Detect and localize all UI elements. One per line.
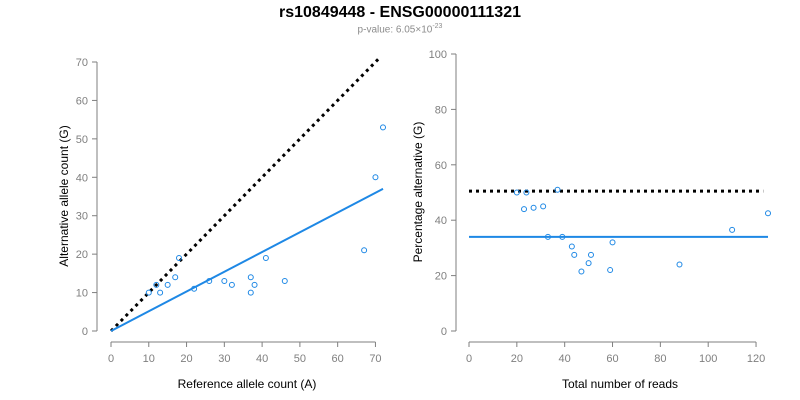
chart-right-point (530, 204, 537, 211)
chart-right-point (765, 210, 771, 217)
chart-right-point (544, 233, 551, 240)
chart-left-point (157, 289, 164, 296)
chart-left-point (262, 254, 269, 261)
chart-right-point (571, 251, 578, 258)
chart-left-point (247, 274, 254, 281)
chart-left-y-tick-label: 40 (76, 172, 88, 184)
chart-right-point (609, 239, 616, 246)
chart-right-point (540, 203, 547, 210)
chart-right-point (559, 233, 566, 240)
chart-right-y-tick-label: 100 (429, 49, 447, 61)
chart-left-y-tick-label: 30 (76, 211, 88, 223)
pvalue-subtitle: p-value: 6.05×10-23 (0, 23, 800, 35)
chart-right-point (521, 206, 528, 213)
chart-left-point (251, 281, 258, 288)
chart-left-y-tick-label: 0 (82, 326, 88, 338)
chart-left-point (164, 281, 171, 288)
pvalue-text: p-value: 6.05×10 (357, 24, 433, 36)
chart-left-point (191, 285, 198, 292)
chart-left-point (206, 278, 213, 285)
chart-left-fit-line (110, 187, 384, 332)
chart-left-point (176, 254, 182, 261)
chart-right-point (607, 267, 614, 274)
chart-right-x-tick-label: 20 (511, 353, 523, 365)
chart-left-point (380, 124, 386, 131)
chart-left-point (172, 274, 179, 281)
chart-left-point (247, 289, 254, 296)
chart-right-x-tick-label: 60 (606, 353, 618, 365)
chart-right-x-axis-title: Total number of reads (562, 377, 678, 391)
chart-left-point (281, 278, 288, 285)
chart-right-x-tick-label: 40 (559, 353, 571, 365)
chart-right-y-tick-label: 80 (435, 104, 447, 116)
chart-left-x-tick-label: 60 (332, 353, 344, 365)
chart-left-x-tick-label: 0 (108, 353, 114, 365)
chart-left-point (228, 281, 235, 288)
chart-right-point (676, 261, 683, 268)
chart-left-reference-line (109, 57, 381, 333)
chart-right-point (568, 243, 575, 250)
chart-left-y-tick-label: 50 (76, 134, 88, 146)
chart-right-y-axis-title: Percentage alternative (G) (411, 122, 425, 263)
chart-left-x-tick-label: 20 (180, 353, 192, 365)
chart-left-y-tick-label: 20 (76, 249, 88, 261)
chart-right-point (513, 189, 520, 196)
chart-right-y-tick-label: 40 (435, 215, 447, 227)
chart-left-point (361, 247, 368, 254)
pvalue-exponent: -23 (432, 23, 443, 30)
chart-right-y-tick-label: 0 (441, 326, 447, 338)
chart-right-point (729, 226, 736, 233)
chart-right-x-tick-label: 100 (699, 353, 717, 365)
chart-right-point (587, 251, 594, 258)
chart-left-x-tick-label: 50 (294, 353, 306, 365)
chart-left-x-tick-label: 10 (143, 353, 155, 365)
chart-left-point (145, 289, 152, 296)
chart-left-y-tick-label: 60 (76, 95, 88, 107)
chart-right-point (523, 189, 530, 196)
chart-right-point (578, 268, 585, 275)
chart-right-point (585, 260, 592, 267)
chart-right-x-tick-label: 0 (466, 353, 472, 365)
chart-right-x-tick-label: 120 (747, 353, 765, 365)
chart-right-y-tick-label: 60 (435, 160, 447, 172)
chart-left-x-tick-label: 40 (256, 353, 268, 365)
chart-left-y-tick-label: 10 (76, 288, 88, 300)
chart-left-y-axis-title: Alternative allele count (G) (57, 125, 71, 266)
page-title: rs10849448 - ENSG00000111321 (279, 4, 521, 21)
chart-left-point (153, 281, 160, 288)
chart-right-x-tick-label: 80 (654, 353, 666, 365)
chart-left-point (372, 174, 379, 181)
chart-right-point (554, 186, 561, 193)
chart-left-x-tick-label: 30 (218, 353, 230, 365)
chart-left-point (221, 278, 228, 285)
chart-left-x-tick-label: 70 (369, 353, 381, 365)
chart-right-y-tick-label: 20 (435, 271, 447, 283)
chart-left-y-tick-label: 70 (76, 57, 88, 69)
chart-left-x-axis-title: Reference allele count (A) (178, 377, 317, 391)
